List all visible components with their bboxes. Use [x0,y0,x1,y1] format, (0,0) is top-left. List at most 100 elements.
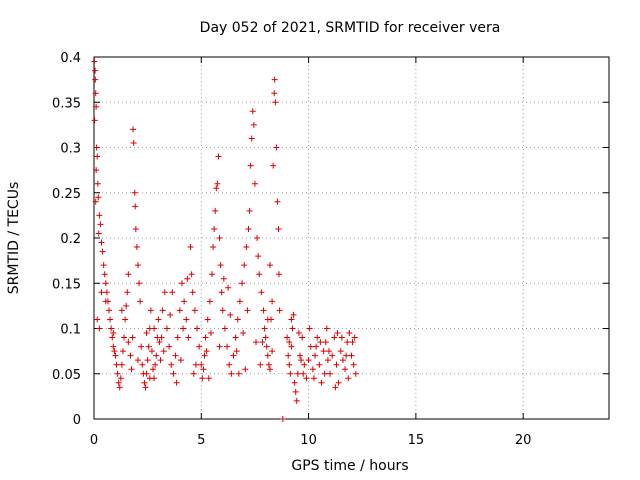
data-point [348,352,355,359]
data-point [107,316,114,323]
data-point [260,307,267,314]
data-point [338,334,345,341]
data-point [157,357,164,364]
data-point [144,357,151,364]
data-point [279,416,286,422]
data-point [288,343,295,350]
data-point [110,343,117,350]
data-point [299,334,306,341]
data-point [100,262,107,269]
data-point [335,379,342,386]
data-point [167,311,174,318]
data-point [194,325,200,332]
data-point [109,334,116,341]
data-point [177,357,184,364]
data-point [128,366,135,373]
data-point [317,339,324,346]
data-point [168,361,175,368]
data-point [329,352,336,359]
data-point [292,388,299,395]
data-point [271,76,278,83]
data-point [259,339,266,346]
data-point [249,108,256,115]
data-point [253,339,260,346]
data-point [331,334,338,341]
data-point [349,339,356,346]
y-tick-label: 0.2 [60,232,81,247]
data-point [214,180,221,187]
data-point [111,348,118,355]
data-point [333,361,340,368]
data-point [261,325,268,332]
data-point [289,325,296,332]
data-points [91,58,359,422]
data-point [221,325,228,332]
data-point [139,361,146,368]
data-point [118,307,125,314]
data-point [265,361,272,368]
data-point [180,325,187,332]
data-point [234,316,241,323]
data-point [110,330,117,337]
data-point [123,302,130,309]
data-point [121,334,128,341]
data-point [96,212,103,219]
data-point [170,370,177,377]
data-point [132,203,139,210]
data-point [321,370,328,377]
data-point [119,348,126,355]
y-tick-label: 0.15 [52,277,81,292]
data-point [270,162,277,169]
data-point [115,379,122,386]
data-point [93,167,100,174]
y-tick-label: 0.3 [60,142,81,157]
data-point [211,225,218,232]
data-point [320,348,327,355]
data-point [293,397,300,404]
data-point [134,262,141,269]
data-point [91,58,98,65]
data-point [271,90,278,97]
data-point [153,352,160,359]
y-tick-label: 0.4 [60,51,81,66]
data-point [346,330,353,337]
data-point [137,298,144,305]
data-point [174,334,181,341]
data-point [310,375,317,382]
data-point [245,225,252,232]
data-point [226,361,233,368]
data-point [247,162,254,169]
data-point [306,325,313,332]
data-point [106,307,113,314]
data-point [264,316,271,323]
x-tick-label: 0 [90,433,98,448]
data-point [334,330,341,337]
data-point [345,375,352,382]
data-point [309,366,316,373]
data-point [295,330,302,337]
data-point [92,198,99,205]
data-point [350,361,357,368]
data-point [96,325,103,332]
x-axis-label: GPS time / hours [291,458,408,474]
data-point [337,348,344,355]
data-point [190,370,197,377]
data-point [148,348,155,355]
data-point [307,343,314,350]
data-point [344,339,351,346]
data-point [95,230,102,237]
data-point [264,352,271,359]
data-point [274,198,281,205]
data-point [230,352,237,359]
data-point [256,271,263,278]
data-point [342,366,349,373]
data-point [258,289,265,296]
data-point [352,370,359,377]
data-point [169,289,176,296]
data-point [215,153,222,160]
data-point [155,316,162,323]
data-point [290,311,297,318]
data-point [158,334,165,341]
x-tick-label: 5 [197,433,205,448]
